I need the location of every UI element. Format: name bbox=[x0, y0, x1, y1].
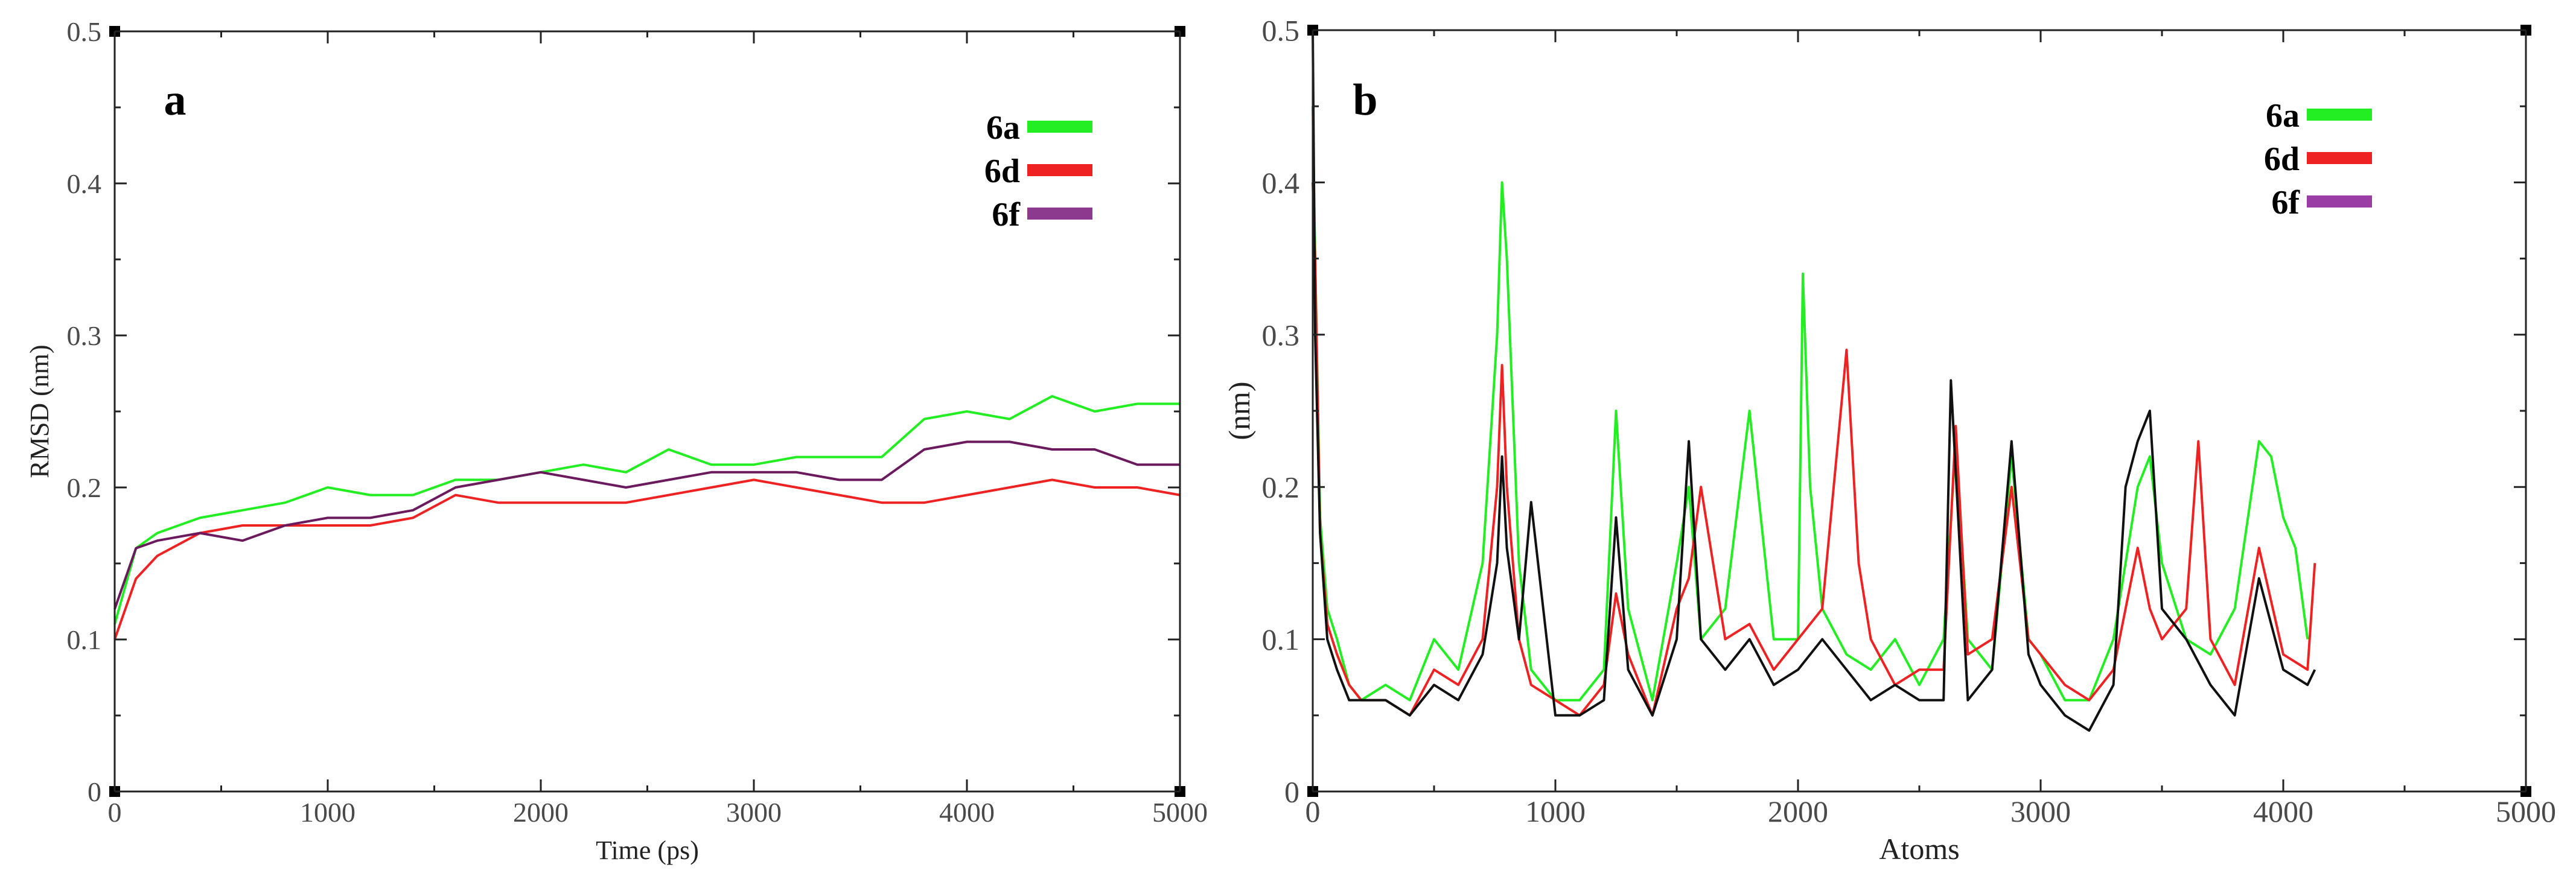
y-tick-label: 0.3 bbox=[67, 320, 102, 351]
x-tick-label: 3000 bbox=[726, 797, 782, 828]
legend-label-6a: 6a bbox=[986, 109, 1020, 147]
y-tick-label: 0.2 bbox=[67, 472, 102, 503]
panel-label: b bbox=[1353, 75, 1377, 125]
y-tick-label: 0.1 bbox=[67, 624, 102, 655]
x-axis-label: Time (ps) bbox=[596, 836, 699, 865]
y-axis-label: RMSD (nm) bbox=[25, 344, 54, 478]
x-tick-label: 5000 bbox=[2496, 795, 2556, 828]
legend-swatch-6a bbox=[1027, 121, 1092, 133]
x-tick-label: 0 bbox=[108, 797, 122, 828]
legend-swatch-6f bbox=[2307, 195, 2372, 208]
series-line-6d bbox=[1312, 182, 2316, 717]
x-tick-label: 2000 bbox=[513, 797, 569, 828]
x-tick-label: 1000 bbox=[300, 797, 355, 828]
series-line-6d bbox=[113, 478, 1181, 640]
chart-panel-a: 0 1000 2000 3000 4000 5000 0 0.1 0.2 0.3 0.4 0.5 Tim… bbox=[25, 16, 1208, 865]
x-tick-label: 2000 bbox=[1768, 795, 1828, 828]
y-tick-label: 0.4 bbox=[67, 168, 102, 199]
series-line-6f bbox=[1312, 30, 2316, 732]
legend-swatch-6f bbox=[1027, 208, 1092, 220]
y-tick-label: 0.5 bbox=[67, 16, 102, 47]
y-tick-label: 0.2 bbox=[1262, 471, 1300, 504]
chart-panel-b: 0 1000 2000 3000 4000 5000 0 0.1 0.2 0.3 0.4 0.5 Ato… bbox=[1222, 14, 2556, 866]
y-tick-label: 0.1 bbox=[1262, 623, 1300, 656]
panel-label: a bbox=[164, 75, 187, 125]
x-axis-label: Atoms bbox=[1879, 832, 1959, 866]
y-axis-label: (nm) bbox=[1222, 381, 1256, 440]
legend-label-6d: 6d bbox=[984, 153, 1020, 190]
y-tick-label: 0 bbox=[88, 776, 101, 807]
y-tick-label: 0.3 bbox=[1262, 318, 1300, 352]
x-tick-label: 4000 bbox=[2253, 795, 2313, 828]
legend-label-6f: 6f bbox=[992, 196, 1021, 233]
legend-label-6d: 6d bbox=[2264, 141, 2300, 178]
x-tick-label: 1000 bbox=[1525, 795, 1586, 828]
x-tick-label: 4000 bbox=[939, 797, 995, 828]
legend-label-6f: 6f bbox=[2271, 184, 2300, 221]
y-tick-label: 0 bbox=[1284, 775, 1299, 809]
series-line-6a bbox=[1312, 106, 2309, 702]
legend-swatch-6a bbox=[2307, 109, 2372, 121]
legend-swatch-6d bbox=[2307, 152, 2372, 164]
x-tick-label: 5000 bbox=[1152, 797, 1208, 828]
legend-label-6a: 6a bbox=[2266, 97, 2300, 135]
x-tick-label: 3000 bbox=[2010, 795, 2071, 828]
legend-swatch-6d bbox=[1027, 164, 1092, 176]
series-line-6a bbox=[113, 395, 1180, 625]
series-line-6f bbox=[113, 440, 1180, 610]
x-tick-label: 0 bbox=[1306, 795, 1321, 828]
y-tick-label: 0.4 bbox=[1262, 166, 1300, 200]
y-tick-label: 0.5 bbox=[1262, 14, 1300, 48]
